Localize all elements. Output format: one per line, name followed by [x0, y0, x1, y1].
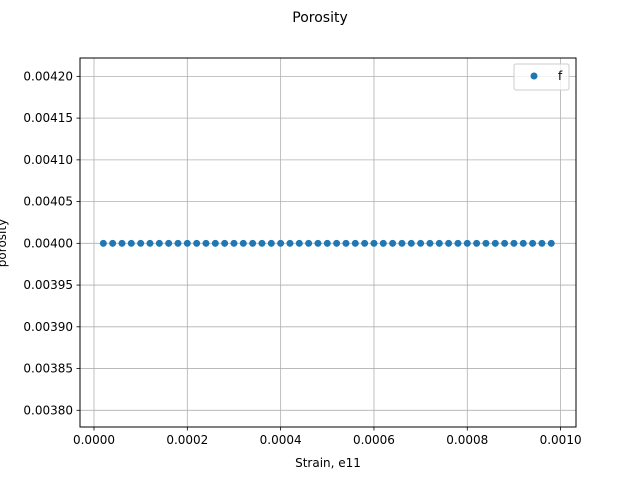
data-point-f [267, 239, 275, 247]
data-point-f [389, 239, 397, 247]
data-point-f [379, 239, 387, 247]
x-tick-label: 0.0002 [166, 433, 208, 447]
plot-frame [79, 57, 577, 428]
data-point-f [482, 239, 490, 247]
data-point-f [323, 239, 331, 247]
x-axis-label: Strain, e11 [295, 456, 361, 470]
data-point-f [305, 239, 313, 247]
data-point-f [491, 239, 499, 247]
data-point-f [146, 239, 154, 247]
data-point-f [286, 239, 294, 247]
legend-label-f: f [558, 69, 563, 83]
x-tick-label: 0.0008 [446, 433, 488, 447]
data-point-f [277, 239, 285, 247]
data-point-f [342, 239, 350, 247]
data-point-f [519, 239, 527, 247]
x-tick-label: 0.0004 [260, 433, 302, 447]
data-point-f [547, 239, 555, 247]
legend-box [513, 63, 570, 91]
data-point-f [445, 239, 453, 247]
data-point-f [221, 239, 229, 247]
data-point-f [361, 239, 369, 247]
data-point-f [351, 239, 359, 247]
legend: f [513, 63, 570, 91]
y-tick-label: 0.00395 [23, 278, 73, 292]
data-point-f [99, 239, 107, 247]
y-axis-ticks: 0.00380 0.00385 0.00390 0.00395 0.00400 0.004… [23, 69, 80, 417]
data-point-f [454, 239, 462, 247]
x-axis-ticks: 0.0000 0.0002 0.0004 0.0006 0.0008 0.0010 [73, 427, 582, 447]
data-point-f [463, 239, 471, 247]
data-point-f [174, 239, 182, 247]
data-point-f [230, 239, 238, 247]
data-point-f [407, 239, 415, 247]
y-tick-label: 0.00385 [23, 362, 73, 376]
data-point-f [155, 239, 163, 247]
data-point-f [137, 239, 145, 247]
data-point-f [249, 239, 257, 247]
data-point-f [333, 239, 341, 247]
x-tick-label: 0.0010 [540, 433, 582, 447]
chart-title: Porosity [292, 10, 347, 26]
data-point-f [398, 239, 406, 247]
y-tick-label: 0.00420 [23, 69, 73, 83]
data-point-f [211, 239, 219, 247]
data-point-f [473, 239, 481, 247]
data-point-f [417, 239, 425, 247]
data-point-f [510, 239, 518, 247]
data-point-f [314, 239, 322, 247]
data-point-f [370, 239, 378, 247]
points-layer [99, 239, 555, 247]
data-point-f [435, 239, 443, 247]
data-point-f [529, 239, 537, 247]
data-point-f [239, 239, 247, 247]
legend-marker-f [530, 72, 538, 80]
data-point-f [202, 239, 210, 247]
data-point-f [183, 239, 191, 247]
data-point-f [426, 239, 434, 247]
data-point-f [127, 239, 135, 247]
data-point-f [258, 239, 266, 247]
y-tick-label: 0.00415 [23, 111, 73, 125]
y-tick-label: 0.00405 [23, 195, 73, 209]
data-point-f [118, 239, 126, 247]
y-axis-label: porosity [0, 219, 9, 267]
x-tick-label: 0.0006 [353, 433, 395, 447]
data-point-f [295, 239, 303, 247]
data-point-f [193, 239, 201, 247]
data-point-f [501, 239, 509, 247]
data-point-f [538, 239, 546, 247]
data-point-f [109, 239, 117, 247]
y-tick-label: 0.00410 [23, 153, 73, 167]
y-tick-label: 0.00380 [23, 403, 73, 417]
x-tick-label: 0.0000 [73, 433, 115, 447]
data-point-f [165, 239, 173, 247]
y-tick-label: 0.00400 [23, 236, 73, 250]
y-tick-label: 0.00390 [23, 320, 73, 334]
